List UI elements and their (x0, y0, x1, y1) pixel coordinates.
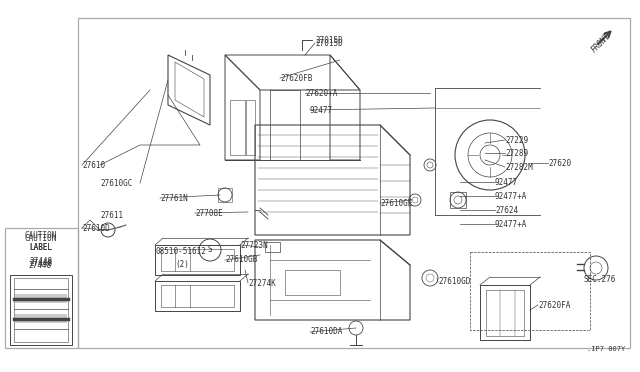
Text: 27610GE: 27610GE (380, 199, 412, 208)
Text: 27015D: 27015D (315, 38, 343, 48)
Text: 27610GC: 27610GC (100, 179, 132, 187)
Text: 27229: 27229 (505, 135, 528, 144)
Text: 27448: 27448 (29, 257, 52, 266)
Text: 27448: 27448 (28, 260, 52, 269)
Text: 27620: 27620 (548, 158, 571, 167)
Text: 27448: 27448 (29, 259, 52, 267)
Text: 27708E: 27708E (195, 208, 223, 218)
Text: 92477+A: 92477+A (495, 219, 527, 228)
Text: 27723N: 27723N (240, 241, 268, 250)
Text: 27620FA: 27620FA (538, 301, 570, 310)
Text: 92477+A: 92477+A (495, 192, 527, 201)
Text: LABEL: LABEL (29, 244, 52, 253)
Text: 92477: 92477 (310, 106, 333, 115)
Text: FRONT: FRONT (590, 31, 612, 54)
Text: 27610GB: 27610GB (225, 256, 257, 264)
Text: 27282M: 27282M (505, 163, 532, 171)
Text: 27624: 27624 (495, 205, 518, 215)
Text: SEC.276: SEC.276 (584, 276, 616, 285)
Polygon shape (15, 314, 67, 323)
Text: LABEL: LABEL (29, 243, 52, 251)
Text: 27289: 27289 (505, 148, 528, 157)
Polygon shape (15, 294, 67, 303)
Text: 27015D: 27015D (315, 35, 343, 45)
Text: 27620FB: 27620FB (280, 74, 312, 83)
Text: 27620+A: 27620+A (305, 89, 337, 97)
Text: 08510-51612: 08510-51612 (155, 247, 206, 257)
Text: .IP7 007Y: .IP7 007Y (587, 346, 625, 352)
Text: 27610DA: 27610DA (310, 327, 342, 337)
Text: S: S (208, 246, 212, 254)
Text: CAUTION: CAUTION (25, 234, 57, 243)
Text: 27610D: 27610D (82, 224, 109, 232)
Text: 27611: 27611 (100, 211, 123, 219)
Text: 92477: 92477 (495, 177, 518, 186)
Text: 27761N: 27761N (160, 193, 188, 202)
Text: CAUTION: CAUTION (25, 231, 57, 240)
Text: 27610GD: 27610GD (438, 278, 470, 286)
Text: 27610: 27610 (82, 160, 105, 170)
Text: (2): (2) (175, 260, 189, 269)
Text: 27274K: 27274K (248, 279, 276, 288)
